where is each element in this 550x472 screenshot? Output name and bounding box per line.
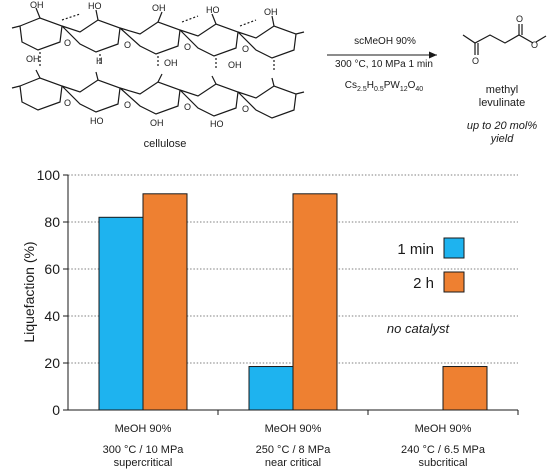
- yield-line1: up to 20 mol%: [467, 120, 538, 132]
- legend-label: 2 h: [413, 275, 434, 292]
- x-category-label: 300 °C / 10 MPa: [103, 444, 185, 456]
- atom-label: OH: [164, 58, 178, 68]
- cellulose-structure: OH HO OH HO OH O O O O OH H OH OH O O O …: [11, 0, 305, 150]
- bars: [98, 193, 488, 411]
- cellulose-label: cellulose: [144, 138, 187, 150]
- atom-label: O: [184, 42, 191, 52]
- reaction-conditions: scMeOH 90% 300 °C, 10 MPa 1 min Cs2.5H0.…: [327, 36, 437, 93]
- bar-1-min: [98, 216, 144, 411]
- atom-label: HO: [90, 116, 104, 126]
- atom-label: HO: [210, 119, 224, 129]
- condition-solvent: scMeOH 90%: [354, 36, 416, 47]
- atom-label: O: [64, 38, 71, 48]
- x-category-label: 240 °C / 6.5 MPa: [401, 444, 486, 456]
- x-category-label: supercritical: [114, 457, 173, 469]
- liquefaction-bar-chart: 0 20 40 60 80 100 MeOH 90% 300 °C / 10 MPasupe…: [21, 167, 519, 469]
- yield-line2: yield: [490, 133, 515, 145]
- x-category-label: subcritical: [419, 457, 468, 469]
- y-tick-label: 60: [44, 261, 60, 277]
- atom-label: O: [242, 104, 249, 114]
- product-name-line2: levulinate: [479, 97, 525, 109]
- atom-label: HO: [206, 5, 220, 15]
- arrow-head-icon: [429, 51, 437, 59]
- x-category-label: MeOH 90%: [415, 423, 472, 435]
- y-tick-label: 100: [37, 167, 61, 183]
- bar-2-h: [442, 366, 488, 411]
- bar-2-h: [292, 193, 338, 411]
- legend-label: 1 min: [397, 241, 434, 258]
- y-tick-labels: 0 20 40 60 80 100: [37, 167, 61, 418]
- y-tick-label: 80: [44, 214, 60, 230]
- atom-label: O: [184, 102, 191, 112]
- atom-label: H: [96, 56, 103, 66]
- atom-label: OH: [150, 118, 164, 128]
- catalyst-formula: Cs2.5H0.5PW12O40: [345, 80, 424, 93]
- atom-label: O: [516, 14, 523, 24]
- condition-temperature: 300 °C, 10 MPa 1 min: [335, 59, 433, 70]
- bar-2-h: [142, 193, 188, 411]
- y-tick-label: 40: [44, 308, 60, 324]
- x-category-label: MeOH 90%: [265, 423, 322, 435]
- y-tick-label: 0: [52, 402, 60, 418]
- x-category-label: 250 °C / 8 MPa: [256, 444, 332, 456]
- atom-label: HO: [88, 1, 102, 11]
- x-category-label: MeOH 90%: [115, 423, 172, 435]
- atom-label: O: [531, 40, 538, 50]
- legend-swatch: [443, 237, 465, 259]
- product-name-line1: methyl: [486, 84, 518, 96]
- y-tick-label: 20: [44, 355, 60, 371]
- atom-label: O: [242, 44, 249, 54]
- atom-label: O: [124, 40, 131, 50]
- no-catalyst-annotation: no catalyst: [387, 321, 451, 336]
- bar-1-min: [248, 366, 294, 411]
- x-category-label: near critical: [265, 457, 321, 469]
- methyl-levulinate-structure: O O O methyl levulinate up to 20 mol% yi…: [462, 14, 547, 145]
- atom-label: O: [64, 98, 71, 108]
- atom-label: OH: [26, 54, 40, 64]
- atom-label: OH: [30, 0, 44, 10]
- y-axis-label: Liquefaction (%): [21, 241, 37, 342]
- atom-label: OH: [152, 3, 166, 13]
- legend-swatch: [443, 271, 465, 293]
- axes: [63, 174, 519, 415]
- atom-label: OH: [228, 60, 242, 70]
- legend: 1 min 2 h: [397, 237, 465, 293]
- atom-label: O: [472, 56, 479, 66]
- atom-label: O: [124, 100, 131, 110]
- atom-label: OH: [264, 7, 278, 17]
